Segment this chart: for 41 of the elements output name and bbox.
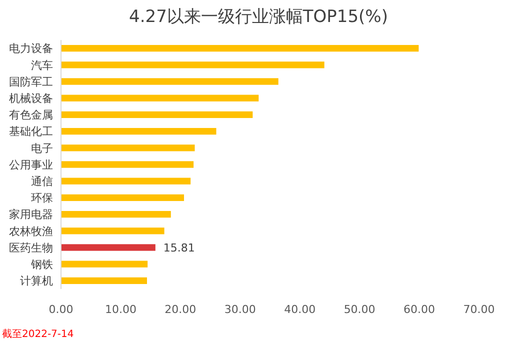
y-tick-label: 环保	[31, 192, 53, 205]
y-tick-label: 基础化工	[9, 125, 53, 138]
bar	[61, 144, 195, 152]
x-tick-label: 50.00	[344, 303, 376, 316]
y-tick-label: 医药生物	[9, 241, 53, 254]
y-tick-label: 机械设备	[9, 92, 53, 105]
text: 截至2022-7-14	[2, 328, 74, 340]
bar	[61, 111, 253, 118]
y-tick-label: 有色金属	[9, 108, 53, 122]
y-tick-label: 汽车	[31, 58, 53, 72]
bar	[61, 244, 156, 251]
x-tick-label: 30.00	[224, 303, 256, 316]
x-tick-label: 20.00	[164, 303, 196, 316]
data-label: 15.81	[163, 241, 195, 254]
x-tick-label: 40.00	[284, 303, 316, 316]
y-tick-label: 计算机	[20, 274, 53, 288]
bar	[61, 194, 184, 202]
bar	[61, 277, 147, 284]
y-tick-label: 农林牧渔	[9, 224, 53, 238]
x-tick-label: 0.00	[48, 303, 74, 316]
y-tick-label: 电子	[31, 142, 53, 155]
bar	[61, 78, 278, 85]
x-tick-label: 70.00	[463, 303, 495, 316]
bar	[61, 161, 194, 168]
y-tick-label: 家用电器	[9, 208, 53, 222]
bar	[61, 128, 216, 135]
chart-title: 4.27以来一级行业涨幅TOP15(%)	[129, 7, 388, 27]
y-tick-label: 钢铁	[30, 258, 53, 271]
y-tick-label: 通信	[31, 174, 53, 188]
x-tick-label: 10.00	[104, 303, 136, 316]
y-tick-label: 国防军工	[9, 75, 53, 88]
bar	[61, 228, 164, 234]
bar	[61, 62, 324, 68]
y-tick-label: 电力设备	[9, 42, 53, 56]
bar	[61, 178, 191, 184]
x-tick-label: 60.00	[404, 303, 436, 316]
y-tick-label: 公用事业	[9, 158, 53, 172]
bar	[61, 94, 259, 102]
bar	[61, 260, 148, 268]
bar	[61, 44, 419, 52]
bar	[61, 210, 171, 218]
